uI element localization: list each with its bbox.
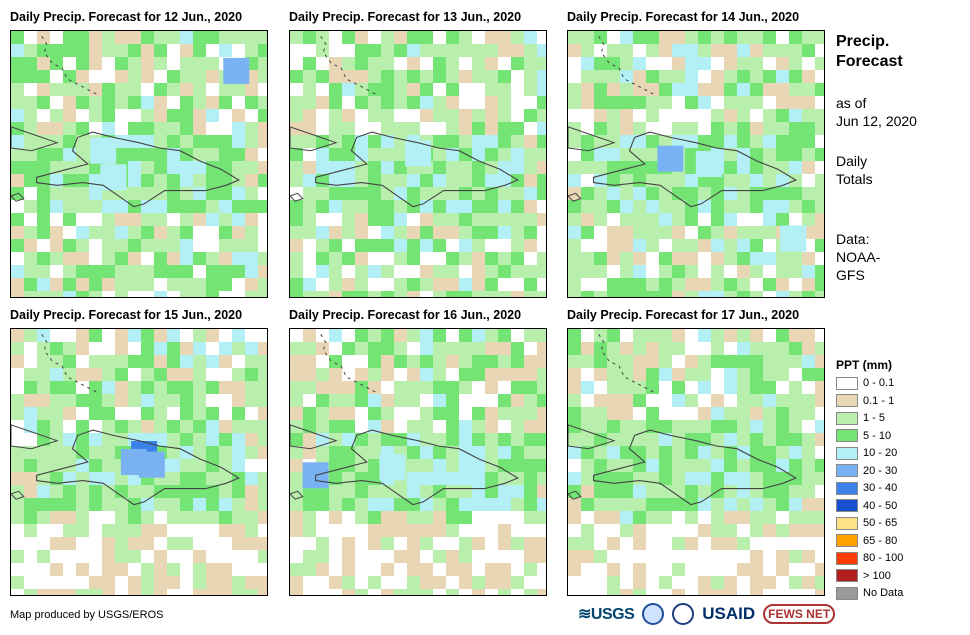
panel-title-4: Daily Precip. Forecast for 15 Jun., 2020 [10,308,243,322]
side-title-line-1: Precip. [836,33,890,50]
data-source-label: Data: [836,231,870,247]
legend-label: 10 - 20 [863,447,898,459]
legend-swatch [836,411,858,425]
legend-label: 1 - 5 [863,412,886,424]
side-info: Precip. Forecast as of Jun 12, 2020 Dail… [836,32,917,284]
usaid-logo: USAID [702,604,756,623]
legend-label: 0.1 - 1 [863,394,895,407]
legend-label: 30 - 40 [863,482,898,494]
legend-item: 0 - 0.1 [836,376,894,390]
legend-label: 20 - 30 [863,464,898,477]
legend-label: 5 - 10 [863,429,892,442]
legend-label: > 100 [863,569,891,582]
dhs-seal-icon [672,603,695,625]
legend-swatch [836,446,858,460]
legend-item: 10 - 20 [836,446,897,460]
legend-label: 0 - 0.1 [863,377,895,389]
legend-label: No Data [863,587,904,599]
legend-swatch [836,499,858,512]
totals-line-1: Daily [836,153,868,169]
data-source-line-3: GFS [836,267,865,283]
legend-item: 40 - 50 [836,499,897,513]
legend-item: 5 - 10 [836,429,891,443]
panel-title-1: Daily Precip. Forecast for 12 Jun., 2020 [10,10,243,24]
legend-swatch [836,516,858,530]
fews-net-logo: FEWS NET [763,604,836,624]
noaa-seal-icon [642,603,665,625]
legend-swatch [836,534,858,547]
panel-title-5: Daily Precip. Forecast for 16 Jun., 2020 [289,308,522,322]
side-title-line-2: Forecast [836,53,903,70]
legend-item: 50 - 65 [836,516,897,530]
legend-swatch [836,429,858,442]
legend-label: 80 - 100 [863,552,904,564]
forecast-map-4 [10,328,268,596]
totals-line-2: Totals [836,171,873,187]
legend-item: 30 - 40 [836,481,897,495]
legend-label: 65 - 80 [863,534,898,547]
legend-item: No Data [836,586,903,600]
logo-strip: ≋USGS USAID FEWS NET [578,603,836,625]
legend-item: 0.1 - 1 [836,394,894,408]
forecast-map-1 [10,30,268,298]
legend-swatch [836,586,858,600]
legend-swatch [836,394,858,407]
forecast-map-3 [567,30,825,298]
legend-label: 40 - 50 [863,499,898,512]
as-of-date: Jun 12, 2020 [836,113,917,129]
legend-label: 50 - 65 [863,517,898,529]
data-source-line-2: NOAA- [836,249,881,265]
legend-item: 80 - 100 [836,551,903,565]
credit-text: Map produced by USGS/EROS [10,609,164,621]
legend-title: PPT (mm) [836,358,893,372]
legend-item: 1 - 5 [836,411,885,425]
legend-swatch [836,481,858,495]
legend-item: 65 - 80 [836,534,897,548]
legend-item: > 100 [836,569,891,583]
panel-title-2: Daily Precip. Forecast for 13 Jun., 2020 [289,10,522,24]
legend-swatch [836,569,858,582]
panel-title-6: Daily Precip. Forecast for 17 Jun., 2020 [567,308,800,322]
legend-swatch [836,551,858,565]
legend-swatch [836,376,858,390]
as-of-label: as of [836,95,867,111]
forecast-map-5 [289,328,547,596]
usgs-logo: ≋USGS [578,606,635,623]
forecast-map-2 [289,30,547,298]
legend-item: 20 - 30 [836,464,897,478]
legend-swatch [836,464,858,477]
panel-title-3: Daily Precip. Forecast for 14 Jun., 2020 [567,10,800,24]
forecast-map-6 [567,328,825,596]
